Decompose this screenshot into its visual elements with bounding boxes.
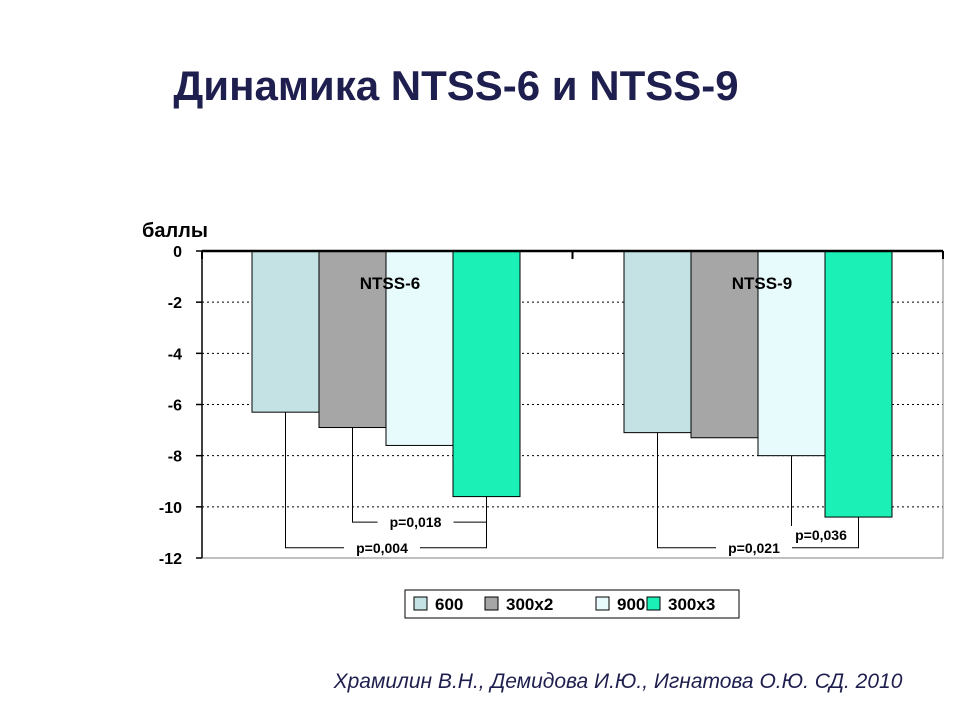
bar [824, 250, 893, 518]
bar [623, 250, 692, 434]
bar [690, 250, 759, 439]
y-tick-label: -10 [159, 500, 182, 517]
bar [318, 250, 387, 429]
pvalue-background [783, 525, 859, 542]
y-tick-label: -8 [168, 449, 182, 466]
bar [385, 250, 454, 446]
y-tick-label: -6 [168, 398, 182, 415]
category-label: NTSS-9 [732, 274, 792, 293]
y-tick-label: 0 [173, 244, 182, 261]
bar [452, 250, 521, 498]
legend-label: 300x3 [668, 595, 715, 614]
legend-label: 900 [617, 595, 645, 614]
slide-title: Динамика NTSS-6 и NTSS-9 [173, 62, 739, 109]
y-axis-label: баллы [142, 220, 208, 242]
legend-swatch [646, 596, 661, 611]
category-label: NTSS-6 [360, 274, 420, 293]
legend: 600 300x2 900 300x3 [404, 589, 740, 619]
legend-swatch [595, 596, 610, 611]
y-tick-label: -2 [168, 295, 182, 312]
legend-swatch [413, 596, 428, 611]
bar [251, 250, 320, 413]
legend-label: 300x2 [506, 595, 553, 614]
citation: Храмилин В.Н., Демидова И.Ю., Игнатова О… [333, 670, 903, 693]
legend-label: 600 [435, 595, 463, 614]
p-value-label: p=0,036 [795, 527, 847, 543]
bar-layer [251, 250, 893, 518]
y-tick-label: -4 [168, 346, 182, 363]
p-value-label: p=0,018 [390, 514, 442, 530]
legend-swatch [484, 596, 499, 611]
p-value-label: p=0,004 [356, 540, 408, 556]
p-value-label: p=0,021 [728, 540, 780, 556]
pvalue-background [344, 538, 420, 555]
y-tick-label: -12 [159, 551, 182, 568]
bar [757, 250, 826, 457]
axes [196, 249, 944, 559]
legend-box [404, 589, 740, 619]
pvalue-background [716, 538, 792, 555]
label-layer: 0 -2 -4 -6 -8 -10 -12 баллы NTSS-6 NTSS-9 p=0,018 p… [142, 220, 847, 568]
pvalue-background [377, 513, 454, 530]
annotation-layer [285, 412, 859, 555]
grid-lines [202, 301, 943, 508]
